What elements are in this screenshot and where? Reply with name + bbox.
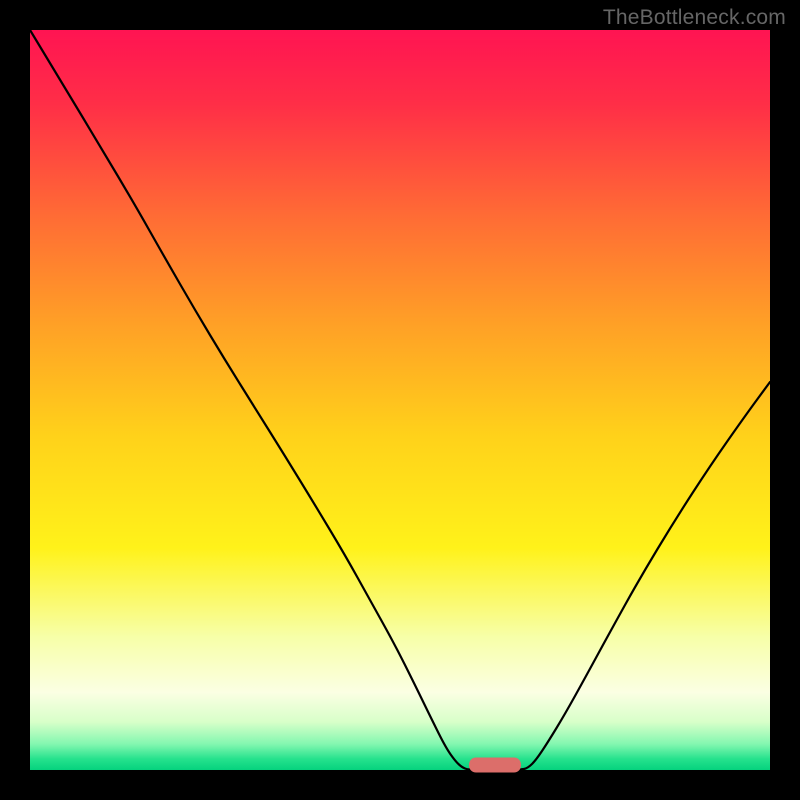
watermark-label: TheBottleneck.com (603, 6, 786, 30)
chart-plot-area (30, 30, 770, 770)
trough-marker (469, 758, 521, 773)
bottleneck-chart (0, 0, 800, 800)
chart-stage: TheBottleneck.com (0, 0, 800, 800)
